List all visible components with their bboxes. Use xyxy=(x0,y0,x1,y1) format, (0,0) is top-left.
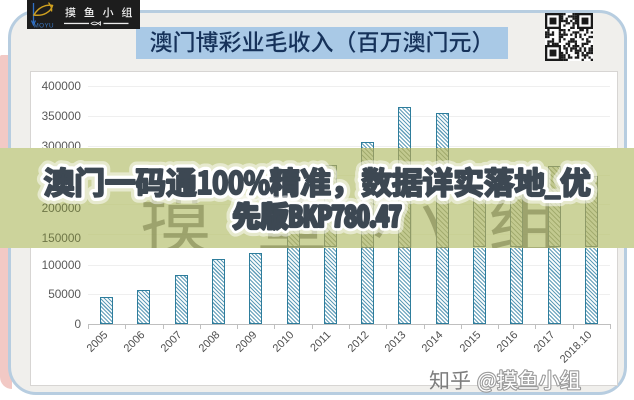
svg-text:MOYU: MOYU xyxy=(34,23,55,30)
